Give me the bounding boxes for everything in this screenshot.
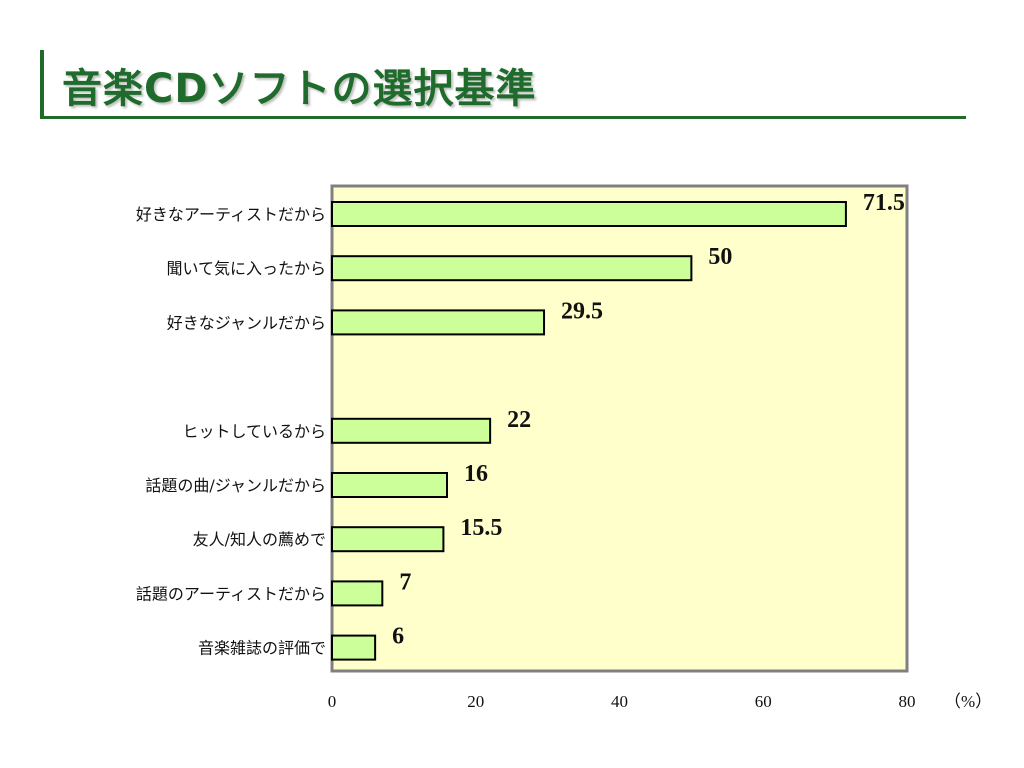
x-axis-unit-label: （%） bbox=[944, 692, 992, 711]
bar bbox=[331, 634, 377, 661]
category-label: 話題の曲/ジャンルだから bbox=[145, 476, 326, 495]
data-label: 50 bbox=[708, 244, 732, 270]
category-labels: 好きなアーティストだから聞いて気に入ったから好きなジャンルだからヒットしているか… bbox=[136, 205, 326, 658]
category-label: ヒットしているから bbox=[182, 422, 326, 441]
data-label: 71.5 bbox=[863, 190, 905, 216]
bar bbox=[331, 255, 693, 282]
bar bbox=[331, 472, 448, 498]
category-label: 好きなジャンルだから bbox=[167, 313, 326, 332]
x-tick-label: 40 bbox=[611, 692, 628, 711]
data-label: 16 bbox=[464, 461, 488, 487]
data-label: 15.5 bbox=[460, 515, 502, 541]
bar bbox=[331, 309, 546, 336]
x-tick-label: 80 bbox=[899, 692, 916, 711]
x-tick-label: 0 bbox=[328, 692, 337, 711]
title-underline bbox=[40, 116, 966, 119]
value-labels: 71.5 50 29.5 22 16 15.5 7 6 bbox=[392, 190, 905, 650]
data-label: 7 bbox=[399, 569, 411, 595]
category-label: 音楽雑誌の評価で bbox=[198, 639, 326, 658]
category-label: 好きなアーティストだから bbox=[136, 205, 326, 224]
bar bbox=[331, 580, 384, 607]
bar bbox=[331, 526, 445, 553]
bars bbox=[331, 201, 847, 661]
bar bbox=[331, 201, 847, 227]
x-tick-label: 60 bbox=[755, 692, 772, 711]
category-label: 友人/知人の薦めで bbox=[193, 530, 326, 549]
data-label: 6 bbox=[392, 624, 404, 650]
page-title: 音楽CDソフトの選択基準 bbox=[62, 66, 537, 112]
title-accent-vertical-line bbox=[40, 50, 44, 118]
data-label: 29.5 bbox=[561, 298, 603, 324]
data-label: 22 bbox=[507, 407, 531, 433]
x-axis-tick-labels: 0 20 40 60 80 bbox=[328, 692, 916, 711]
x-tick-label: 20 bbox=[467, 692, 484, 711]
category-label: 話題のアーティストだから bbox=[136, 584, 326, 603]
category-label: 聞いて気に入ったから bbox=[166, 259, 326, 278]
bar bbox=[331, 417, 492, 444]
